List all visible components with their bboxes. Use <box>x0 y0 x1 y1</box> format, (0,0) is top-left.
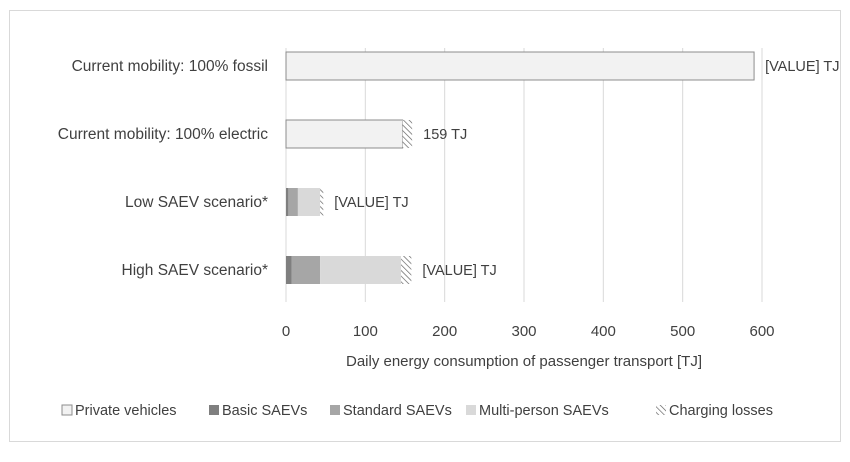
data-label: [VALUE] TJ <box>765 59 839 75</box>
x-tick-label: 500 <box>670 323 695 340</box>
x-tick-label: 100 <box>353 323 378 340</box>
category-label: Current mobility: 100% electric <box>58 126 268 143</box>
bar-segment <box>401 256 412 284</box>
legend-swatch <box>61 404 73 416</box>
legend: Private vehicles Basic SAEVs Standard SAEV… <box>61 403 773 419</box>
data-label: 159 TJ <box>423 127 467 143</box>
bar-segment <box>320 256 402 284</box>
data-label: [VALUE] TJ <box>334 195 408 211</box>
bar-segment <box>402 120 413 148</box>
x-tick-label: 200 <box>432 323 457 340</box>
bar-segment <box>320 188 324 216</box>
x-tick-label: 300 <box>511 323 536 340</box>
bar-segment <box>297 188 321 216</box>
data-label: [VALUE] TJ <box>422 263 496 279</box>
category-label: Low SAEV scenario* <box>125 194 268 211</box>
bar-segment <box>285 119 404 149</box>
legend-swatch <box>466 405 476 415</box>
bar-segment <box>286 188 289 216</box>
legend-swatch <box>330 405 340 415</box>
bar-segment <box>285 51 755 81</box>
x-tick-label: 600 <box>749 323 774 340</box>
x-tick-label: 0 <box>282 323 290 340</box>
labels: 0 100 200 300 400 500 600 Current mobility: 100… <box>58 58 840 340</box>
x-tick-label: 400 <box>591 323 616 340</box>
legend-label: Standard SAEVs <box>343 403 452 419</box>
bars <box>285 51 755 284</box>
legend-swatch <box>656 405 666 415</box>
legend-label: Private vehicles <box>75 403 177 419</box>
bar-segment <box>286 256 292 284</box>
chart-frame <box>9 10 841 442</box>
legend-label: Multi-person SAEVs <box>479 403 609 419</box>
bar-segment <box>291 256 321 284</box>
legend-swatch <box>209 405 219 415</box>
category-label: High SAEV scenario* <box>122 262 268 279</box>
legend-label: Charging losses <box>669 403 773 419</box>
legend-label: Basic SAEVs <box>222 403 307 419</box>
category-label: Current mobility: 100% fossil <box>72 58 268 75</box>
bar-segment <box>288 188 298 216</box>
x-axis-title: Daily energy consumption of passenger tr… <box>346 353 702 370</box>
